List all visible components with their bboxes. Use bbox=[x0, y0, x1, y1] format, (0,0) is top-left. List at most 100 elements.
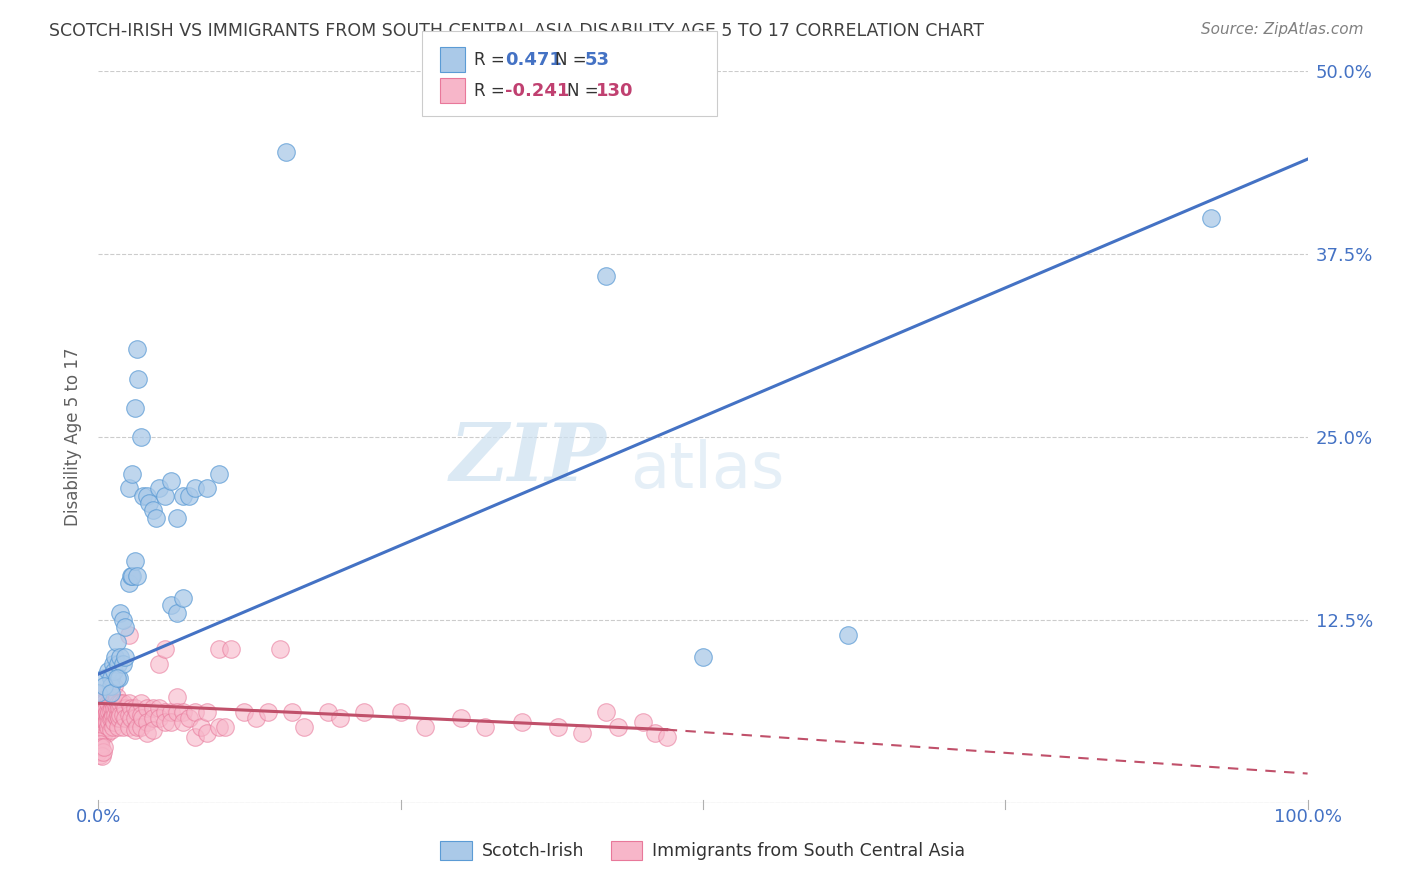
Point bbox=[142, 700, 165, 714]
Point bbox=[120, 569, 142, 583]
Point bbox=[607, 720, 630, 734]
Point bbox=[644, 725, 666, 739]
Point bbox=[87, 734, 110, 748]
Point bbox=[450, 711, 472, 725]
Point bbox=[655, 730, 678, 744]
Y-axis label: Disability Age 5 to 17: Disability Age 5 to 17 bbox=[65, 348, 83, 526]
Point bbox=[160, 599, 183, 613]
Point bbox=[101, 708, 124, 723]
Point bbox=[101, 720, 124, 734]
Point bbox=[107, 720, 129, 734]
Point bbox=[232, 705, 254, 719]
Point bbox=[127, 569, 149, 583]
Point bbox=[837, 627, 859, 641]
Text: atlas: atlas bbox=[630, 439, 785, 501]
Point bbox=[100, 679, 122, 693]
Point bbox=[142, 723, 165, 737]
Point bbox=[129, 696, 152, 710]
Point bbox=[108, 708, 131, 723]
Point bbox=[179, 711, 201, 725]
Point bbox=[101, 657, 124, 671]
Point bbox=[98, 715, 121, 730]
Point bbox=[329, 711, 352, 725]
Point bbox=[104, 696, 127, 710]
Point bbox=[104, 649, 127, 664]
Point bbox=[127, 705, 149, 719]
Point bbox=[208, 642, 231, 657]
Point bbox=[100, 686, 122, 700]
Point bbox=[135, 725, 157, 739]
Point bbox=[129, 720, 152, 734]
Point bbox=[100, 672, 122, 686]
Point bbox=[93, 696, 115, 710]
Point bbox=[105, 711, 128, 725]
Point bbox=[104, 708, 127, 723]
Legend: Scotch-Irish, Immigrants from South Central Asia: Scotch-Irish, Immigrants from South Cent… bbox=[433, 834, 973, 867]
Point bbox=[127, 371, 149, 385]
Point bbox=[108, 696, 131, 710]
Point bbox=[195, 481, 218, 495]
Point bbox=[208, 467, 231, 481]
Point bbox=[87, 700, 110, 714]
Point bbox=[184, 730, 207, 744]
Point bbox=[153, 715, 176, 730]
Point bbox=[97, 720, 120, 734]
Point bbox=[101, 696, 124, 710]
Point bbox=[100, 713, 122, 727]
Point bbox=[103, 664, 125, 678]
Point bbox=[108, 672, 131, 686]
Point bbox=[129, 430, 152, 444]
Point bbox=[118, 627, 141, 641]
Point bbox=[87, 686, 110, 700]
Point bbox=[96, 705, 118, 719]
Text: ZIP: ZIP bbox=[450, 420, 606, 498]
Point bbox=[166, 510, 188, 524]
Point bbox=[87, 745, 110, 759]
Point bbox=[111, 696, 134, 710]
Point bbox=[90, 740, 112, 755]
Point bbox=[1199, 211, 1222, 225]
Point bbox=[91, 705, 114, 719]
Point bbox=[172, 489, 194, 503]
Point bbox=[100, 704, 122, 718]
Point bbox=[103, 679, 125, 693]
Point bbox=[195, 725, 218, 739]
Point bbox=[124, 711, 146, 725]
Point bbox=[292, 720, 315, 734]
Point bbox=[91, 715, 114, 730]
Point bbox=[190, 720, 212, 734]
Point bbox=[281, 705, 304, 719]
Point bbox=[93, 725, 115, 739]
Point bbox=[97, 696, 120, 710]
Point bbox=[124, 401, 146, 415]
Point bbox=[160, 715, 183, 730]
Text: 130: 130 bbox=[596, 82, 634, 100]
Point bbox=[107, 657, 129, 671]
Text: 53: 53 bbox=[585, 51, 610, 69]
Point bbox=[131, 711, 153, 725]
Point bbox=[91, 720, 114, 734]
Point bbox=[132, 489, 155, 503]
Point bbox=[111, 720, 134, 734]
Point bbox=[91, 711, 114, 725]
Point bbox=[89, 693, 111, 707]
Point bbox=[121, 467, 143, 481]
Point bbox=[118, 696, 141, 710]
Point bbox=[93, 705, 115, 719]
Point bbox=[91, 700, 114, 714]
Point bbox=[166, 690, 188, 705]
Point bbox=[353, 705, 375, 719]
Point bbox=[160, 705, 183, 719]
Point bbox=[111, 613, 134, 627]
Point bbox=[105, 635, 128, 649]
Point bbox=[142, 711, 165, 725]
Point bbox=[120, 711, 142, 725]
Point bbox=[571, 725, 593, 739]
Text: N =: N = bbox=[567, 82, 603, 100]
Point bbox=[274, 145, 297, 159]
Point bbox=[108, 711, 131, 725]
Point bbox=[93, 740, 115, 755]
Point bbox=[184, 481, 207, 495]
Point bbox=[121, 569, 143, 583]
Point bbox=[114, 620, 136, 634]
